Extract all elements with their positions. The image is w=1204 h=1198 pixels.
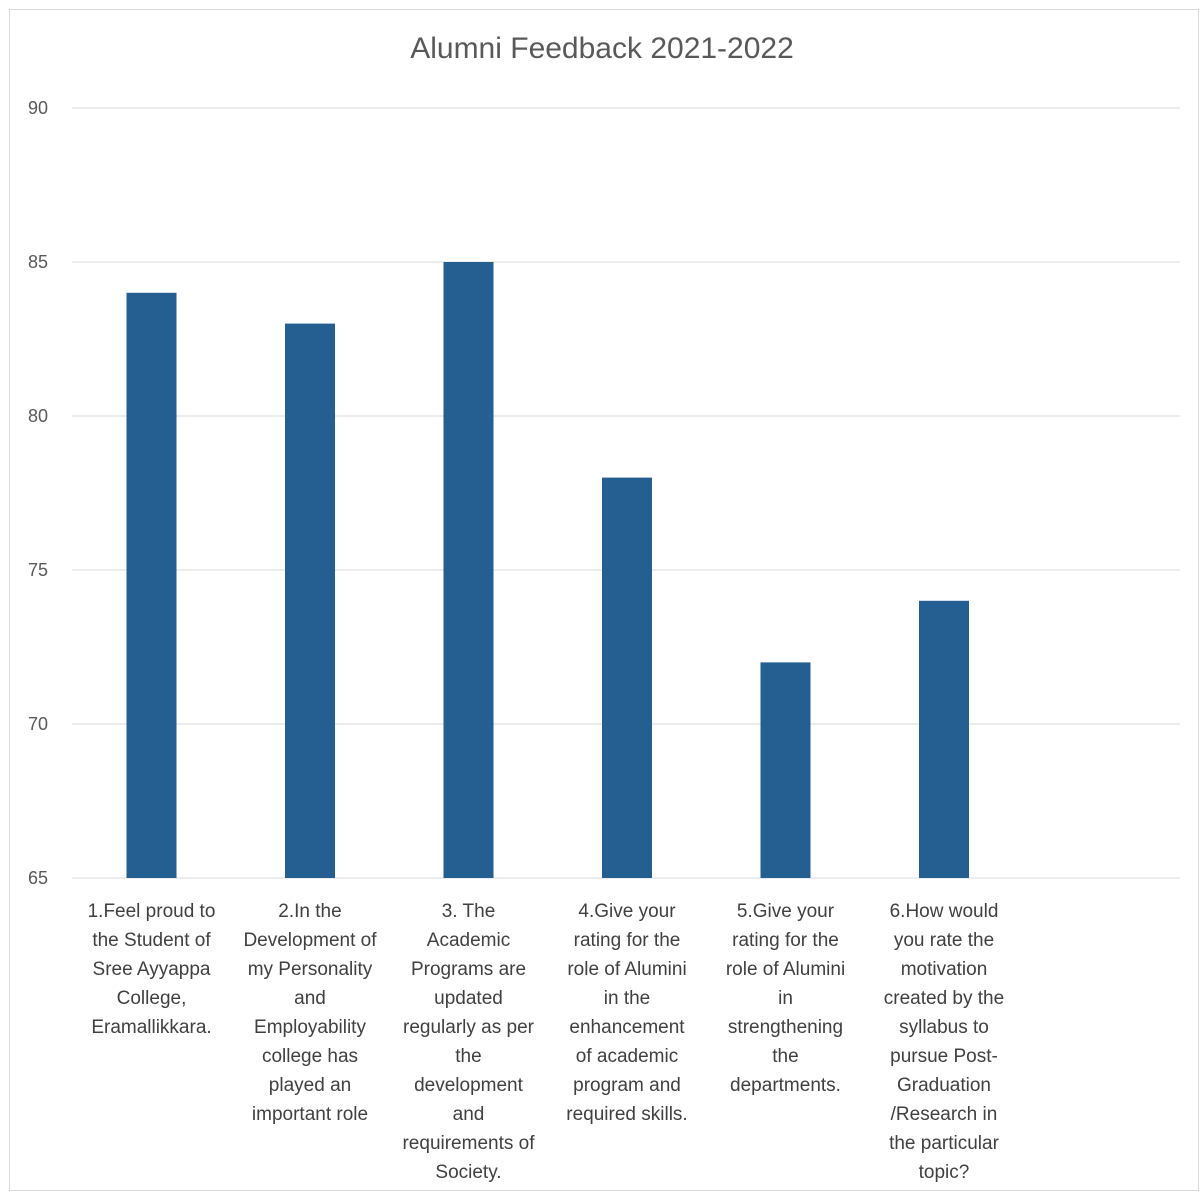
x-category-label-line: Sree Ayyappa bbox=[93, 959, 211, 980]
y-tick-label: 85 bbox=[28, 252, 48, 272]
bar bbox=[285, 323, 335, 879]
x-axis-labels: 1.Feel proud to the Student of Sree Ayyapp… bbox=[88, 901, 1005, 1183]
x-category-label-line: 3. The bbox=[442, 901, 496, 922]
x-category-label-line: Graduation bbox=[897, 1075, 991, 1096]
bar bbox=[126, 292, 177, 878]
x-category-label-line: my Personality bbox=[248, 959, 373, 980]
x-category-label-line: the bbox=[772, 1046, 798, 1067]
y-tick-label: 75 bbox=[28, 560, 48, 580]
y-tick-label: 80 bbox=[28, 406, 48, 426]
x-category-label-line: strengthening bbox=[728, 1017, 843, 1038]
x-category-label-line: 1.Feel proud to bbox=[88, 901, 216, 922]
x-category-label-line: College, bbox=[117, 988, 187, 1009]
x-category-label-line: development bbox=[414, 1075, 524, 1096]
x-category-label-line: of academic bbox=[576, 1046, 678, 1067]
bars bbox=[126, 262, 969, 879]
x-category-label-line: motivation bbox=[901, 959, 988, 980]
y-tick-label: 65 bbox=[28, 868, 48, 888]
x-category-label: 3. The Academic Programs are updated regular… bbox=[402, 901, 535, 1183]
x-category-label-line: Eramallikkara. bbox=[91, 1017, 211, 1038]
bar bbox=[919, 600, 969, 878]
x-category-label-line: the Student of bbox=[92, 930, 211, 951]
x-category-label-line: you rate the bbox=[894, 930, 994, 951]
x-category-label-line: pursue Post- bbox=[890, 1046, 998, 1067]
x-category-label-line: 4.Give your bbox=[578, 901, 676, 922]
x-category-label-line: regularly as per bbox=[403, 1017, 535, 1038]
x-category-label-line: role of Alumini bbox=[726, 959, 845, 980]
x-category-label-line: Programs are bbox=[411, 959, 526, 980]
x-category-label-line: enhancement bbox=[569, 1017, 685, 1038]
x-category-label-line: Employability bbox=[254, 1017, 366, 1038]
x-category-label-line: role of Alumini bbox=[567, 959, 686, 980]
x-category-label-line: created by the bbox=[884, 988, 1004, 1009]
x-category-label-line: 6.How would bbox=[890, 901, 999, 922]
x-category-label: 4.Give your rating for the role of Alumini… bbox=[566, 901, 687, 1125]
x-category-label-line: and bbox=[453, 1104, 485, 1125]
x-category-label-line: the bbox=[455, 1046, 481, 1067]
bar bbox=[760, 662, 811, 878]
x-category-label-line: topic? bbox=[919, 1162, 970, 1183]
x-category-label-line: required skills. bbox=[566, 1104, 687, 1125]
x-category-label-line: Development of bbox=[243, 930, 377, 951]
x-category-label-line: rating for the bbox=[732, 930, 839, 951]
x-category-label-line: departments. bbox=[730, 1075, 841, 1096]
bar bbox=[602, 477, 652, 878]
x-category-label-line: program and bbox=[573, 1075, 681, 1096]
x-category-label-line: 5.Give your bbox=[737, 901, 835, 922]
x-category-label-line: /Research in bbox=[891, 1104, 998, 1125]
x-category-label: 1.Feel proud to the Student of Sree Ayyapp… bbox=[88, 901, 216, 1038]
x-category-label-line: syllabus to bbox=[899, 1017, 989, 1038]
x-category-label-line: 2.In the bbox=[278, 901, 341, 922]
x-category-label: 5.Give your rating for the role of Alumini… bbox=[726, 901, 845, 1096]
x-category-label-line: updated bbox=[434, 988, 503, 1009]
x-category-label-line: Academic bbox=[427, 930, 510, 951]
x-category-label-line: rating for the bbox=[574, 930, 681, 951]
x-category-label-line: Society. bbox=[435, 1162, 501, 1183]
y-tick-label: 90 bbox=[28, 98, 48, 118]
y-tick-label: 70 bbox=[28, 714, 48, 734]
x-category-label: 6.How would you rate the motivation created… bbox=[884, 901, 1004, 1183]
x-category-label-line: in bbox=[778, 988, 793, 1009]
x-category-label-line: requirements of bbox=[402, 1133, 535, 1154]
y-axis-ticks: 65 70 75 80 85 90 bbox=[28, 98, 48, 888]
x-category-label-line: important role bbox=[252, 1104, 368, 1125]
x-category-label-line: played an bbox=[269, 1075, 351, 1096]
x-category-label-line: and bbox=[294, 988, 326, 1009]
x-category-label: 2.In the Development of my Personality and E… bbox=[243, 901, 377, 1125]
bar bbox=[443, 262, 494, 878]
x-category-label-line: the particular bbox=[889, 1133, 1000, 1154]
x-category-label-line: college has bbox=[262, 1046, 358, 1067]
x-category-label-line: in the bbox=[604, 988, 650, 1009]
chart-title: Alumni Feedback 2021-2022 bbox=[410, 32, 794, 65]
